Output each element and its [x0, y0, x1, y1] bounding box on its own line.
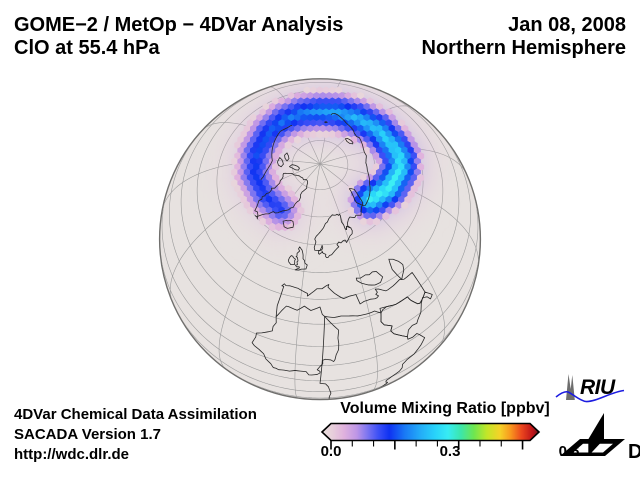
svg-text:RIU: RIU: [580, 376, 616, 399]
svg-text:DLR: DLR: [628, 441, 640, 463]
